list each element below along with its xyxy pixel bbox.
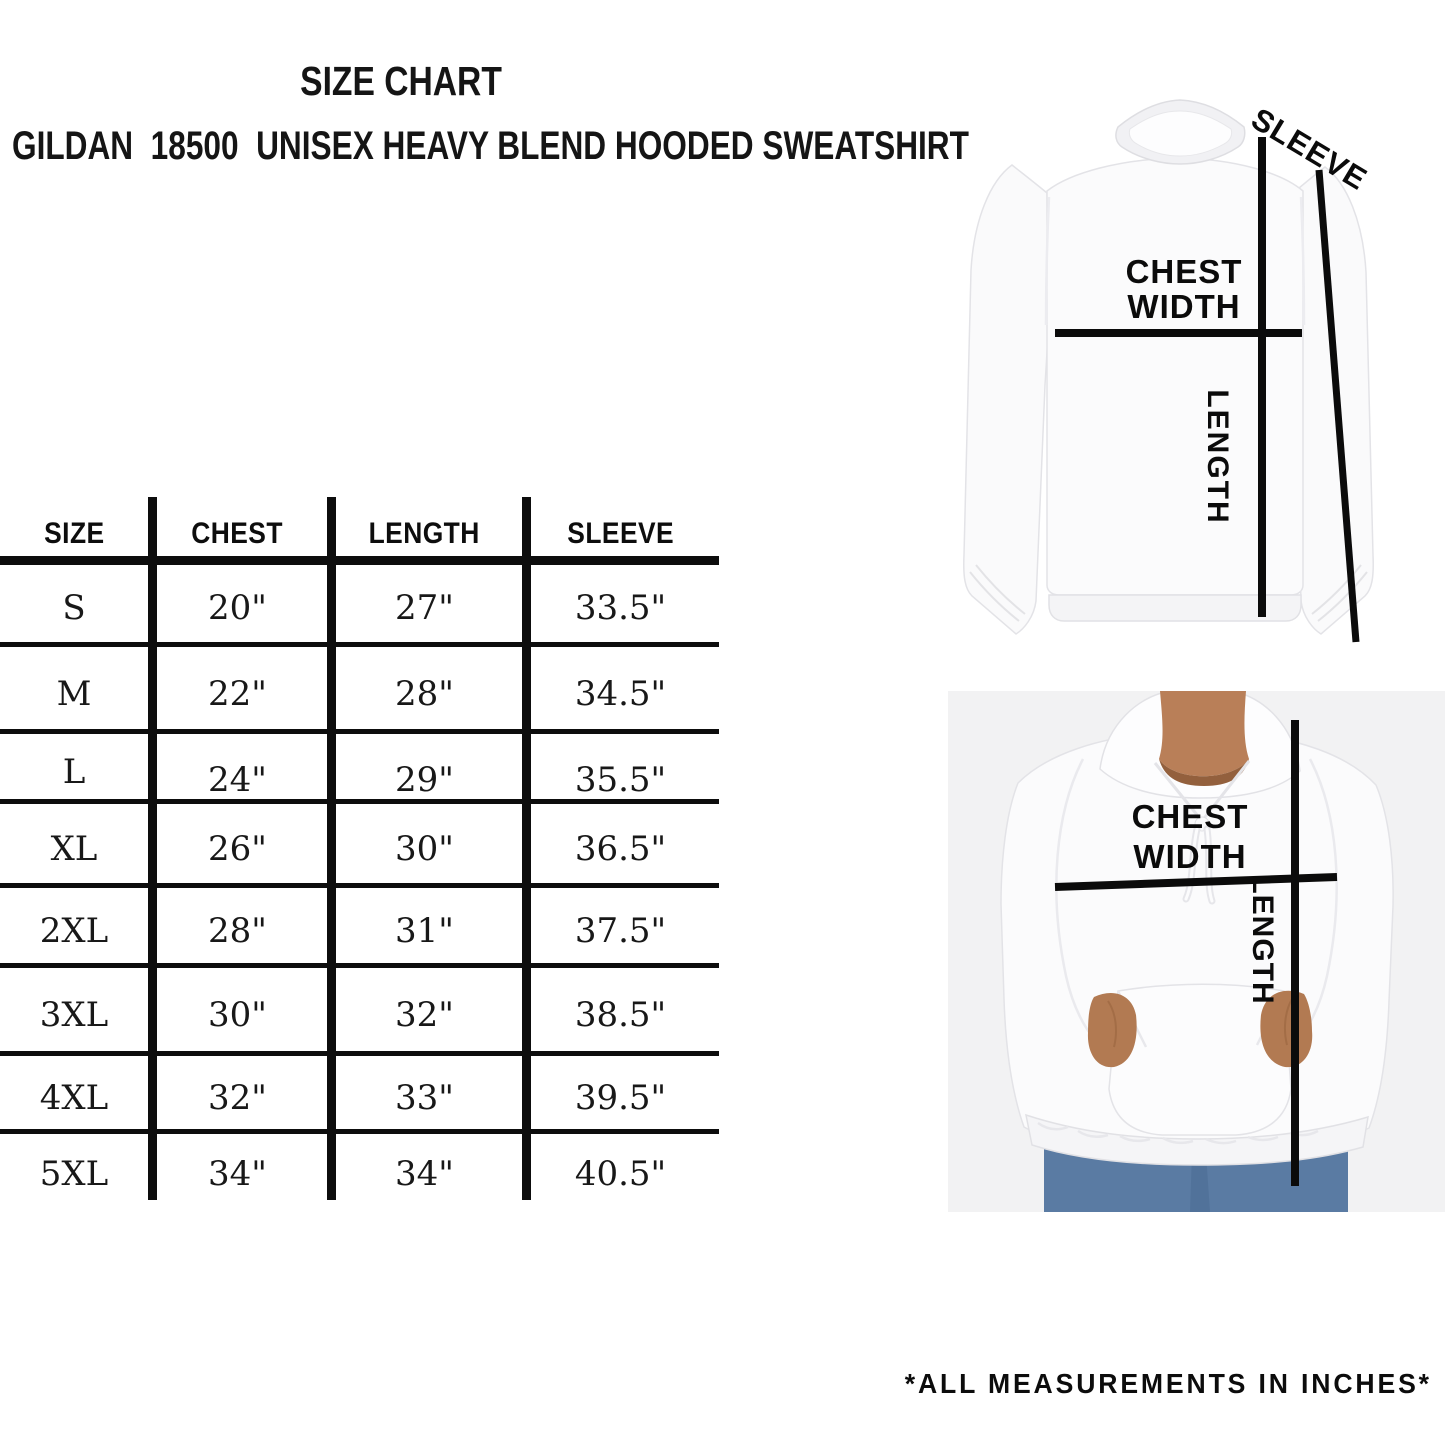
- col-header-chest: CHEST: [148, 497, 327, 560]
- row-4xl-chest: 32": [208, 1078, 267, 1118]
- kangaroo-pocket: [1108, 983, 1292, 1136]
- row-2xl-sleeve: 37.5": [574, 911, 667, 951]
- product-subtitle: GILDAN 18500 UNISEX HEAVY BLEND HOODED S…: [12, 124, 1223, 169]
- sweatshirt-left-sleeve: [963, 164, 1050, 635]
- right-hand-shade: [1283, 998, 1293, 1046]
- row-3xl-chest: 30": [208, 995, 267, 1035]
- waistband-folds: [1037, 1121, 1319, 1145]
- table-vertical-divider-1: [148, 497, 157, 1200]
- row-l-length: 29": [395, 760, 454, 800]
- model-neck: [1159, 691, 1249, 777]
- col-header-size: SIZE: [0, 497, 148, 560]
- col-header-sleeve: SLEEVE: [522, 497, 719, 560]
- table-row-divider-7: [0, 1129, 719, 1134]
- row-3xl-sleeve: 38.5": [574, 995, 667, 1035]
- row-m-size: M: [56, 673, 92, 714]
- length-measure-line: [1291, 720, 1299, 1186]
- page-title: SIZE CHART: [0, 58, 802, 105]
- left-hand-shade: [1107, 1000, 1117, 1048]
- col-header-length-label: LENGTH: [368, 516, 481, 550]
- row-l-size: L: [62, 752, 86, 792]
- table-row-divider-4: [0, 883, 719, 888]
- row-5xl-sleeve: 40.5": [574, 1153, 667, 1194]
- row-3xl-length: 32": [395, 995, 454, 1035]
- chest-width-label-line1: CHEST: [1132, 798, 1249, 835]
- length-measure-line: [1258, 137, 1266, 617]
- chest-width-label-line2: WIDTH: [1133, 838, 1246, 875]
- col-header-length: LENGTH: [327, 497, 522, 560]
- chest-measure-line: [1054, 873, 1338, 891]
- sleeve-measure-line: [1315, 169, 1360, 643]
- row-m-sleeve: 34.5": [574, 673, 667, 714]
- table-row-divider-2: [0, 729, 719, 734]
- row-5xl-size: 5XL: [39, 1153, 109, 1194]
- length-label: LENGTH: [1201, 389, 1234, 524]
- row-m-chest: 22": [208, 673, 267, 714]
- measurements-footnote: *ALL MEASUREMENTS IN INCHES*: [810, 1368, 1432, 1400]
- sweatshirt-seams: [1044, 196, 1306, 326]
- chest-width-label-line2: WIDTH: [1127, 288, 1240, 325]
- length-label: LENGTH: [1246, 875, 1279, 1004]
- row-5xl-length: 34": [395, 1153, 454, 1194]
- chest-width-label-line1: CHEST: [1126, 253, 1243, 290]
- table-vertical-divider-2: [327, 497, 336, 1200]
- measurements-footnote-text: *ALL MEASUREMENTS IN INCHES*: [904, 1368, 1432, 1399]
- model-left-hand: [1087, 992, 1137, 1068]
- col-header-sleeve-label: SLEEVE: [567, 516, 674, 550]
- model-neck-shadow: [1159, 759, 1249, 786]
- col-header-size-label: SIZE: [43, 516, 105, 550]
- row-5xl-chest: 34": [208, 1153, 267, 1194]
- page-title-text: SIZE CHART: [300, 58, 502, 104]
- drawstrings-highlight: [1184, 827, 1214, 903]
- table-vertical-divider-3: [522, 497, 531, 1200]
- row-3xl-size: 3XL: [39, 995, 109, 1035]
- chest-measure-line: [1055, 329, 1302, 337]
- sweatshirt-left-cuff: [969, 564, 1026, 622]
- row-s-length: 27": [395, 588, 454, 628]
- table-row-divider-6: [0, 1051, 719, 1056]
- product-subtitle-text: GILDAN 18500 UNISEX HEAVY BLEND HOODED S…: [12, 124, 969, 168]
- row-xl-size: XL: [50, 829, 98, 869]
- row-m-length: 28": [395, 673, 454, 714]
- row-4xl-sleeve: 39.5": [574, 1078, 667, 1118]
- row-2xl-chest: 28": [208, 911, 267, 951]
- hoodie-waistband: [1025, 1113, 1369, 1166]
- row-xl-length: 30": [395, 829, 454, 869]
- row-xl-sleeve: 36.5": [574, 829, 667, 869]
- sweatshirt-flat-diagram: CHEST WIDTH LENGTH SLEEVE: [963, 99, 1374, 643]
- row-s-sleeve: 33.5": [574, 588, 667, 628]
- row-s-size: S: [62, 588, 86, 628]
- row-s-chest: 20": [208, 588, 267, 628]
- size-table: SIZE CHEST LENGTH SLEEVE S 20" 27" 33.5"…: [0, 497, 719, 1204]
- row-l-chest: 24": [208, 760, 267, 800]
- hood-v-fold: [1153, 760, 1251, 822]
- table-row-divider-1: [0, 642, 719, 647]
- table-header-underline: [0, 556, 719, 565]
- table-row-divider-5: [0, 963, 719, 968]
- row-xl-chest: 26": [208, 829, 267, 869]
- row-l-sleeve: 35.5": [574, 760, 667, 800]
- table-row-divider-3: [0, 799, 719, 804]
- row-4xl-size: 4XL: [39, 1078, 109, 1118]
- jeans-fly-seam: [1190, 1153, 1210, 1212]
- row-4xl-length: 33": [395, 1078, 454, 1118]
- model-right-hand: [1260, 990, 1313, 1068]
- row-2xl-length: 31": [395, 911, 454, 951]
- sweatshirt-right-cuff: [1311, 564, 1368, 622]
- sweatshirt-collar-opening: [1128, 110, 1233, 157]
- hoodie-model-photo: CHEST WIDTH LENGTH: [948, 691, 1445, 1212]
- sweatshirt-hem-band: [1048, 594, 1302, 622]
- row-2xl-size: 2XL: [39, 911, 109, 951]
- col-header-chest-label: CHEST: [191, 516, 284, 550]
